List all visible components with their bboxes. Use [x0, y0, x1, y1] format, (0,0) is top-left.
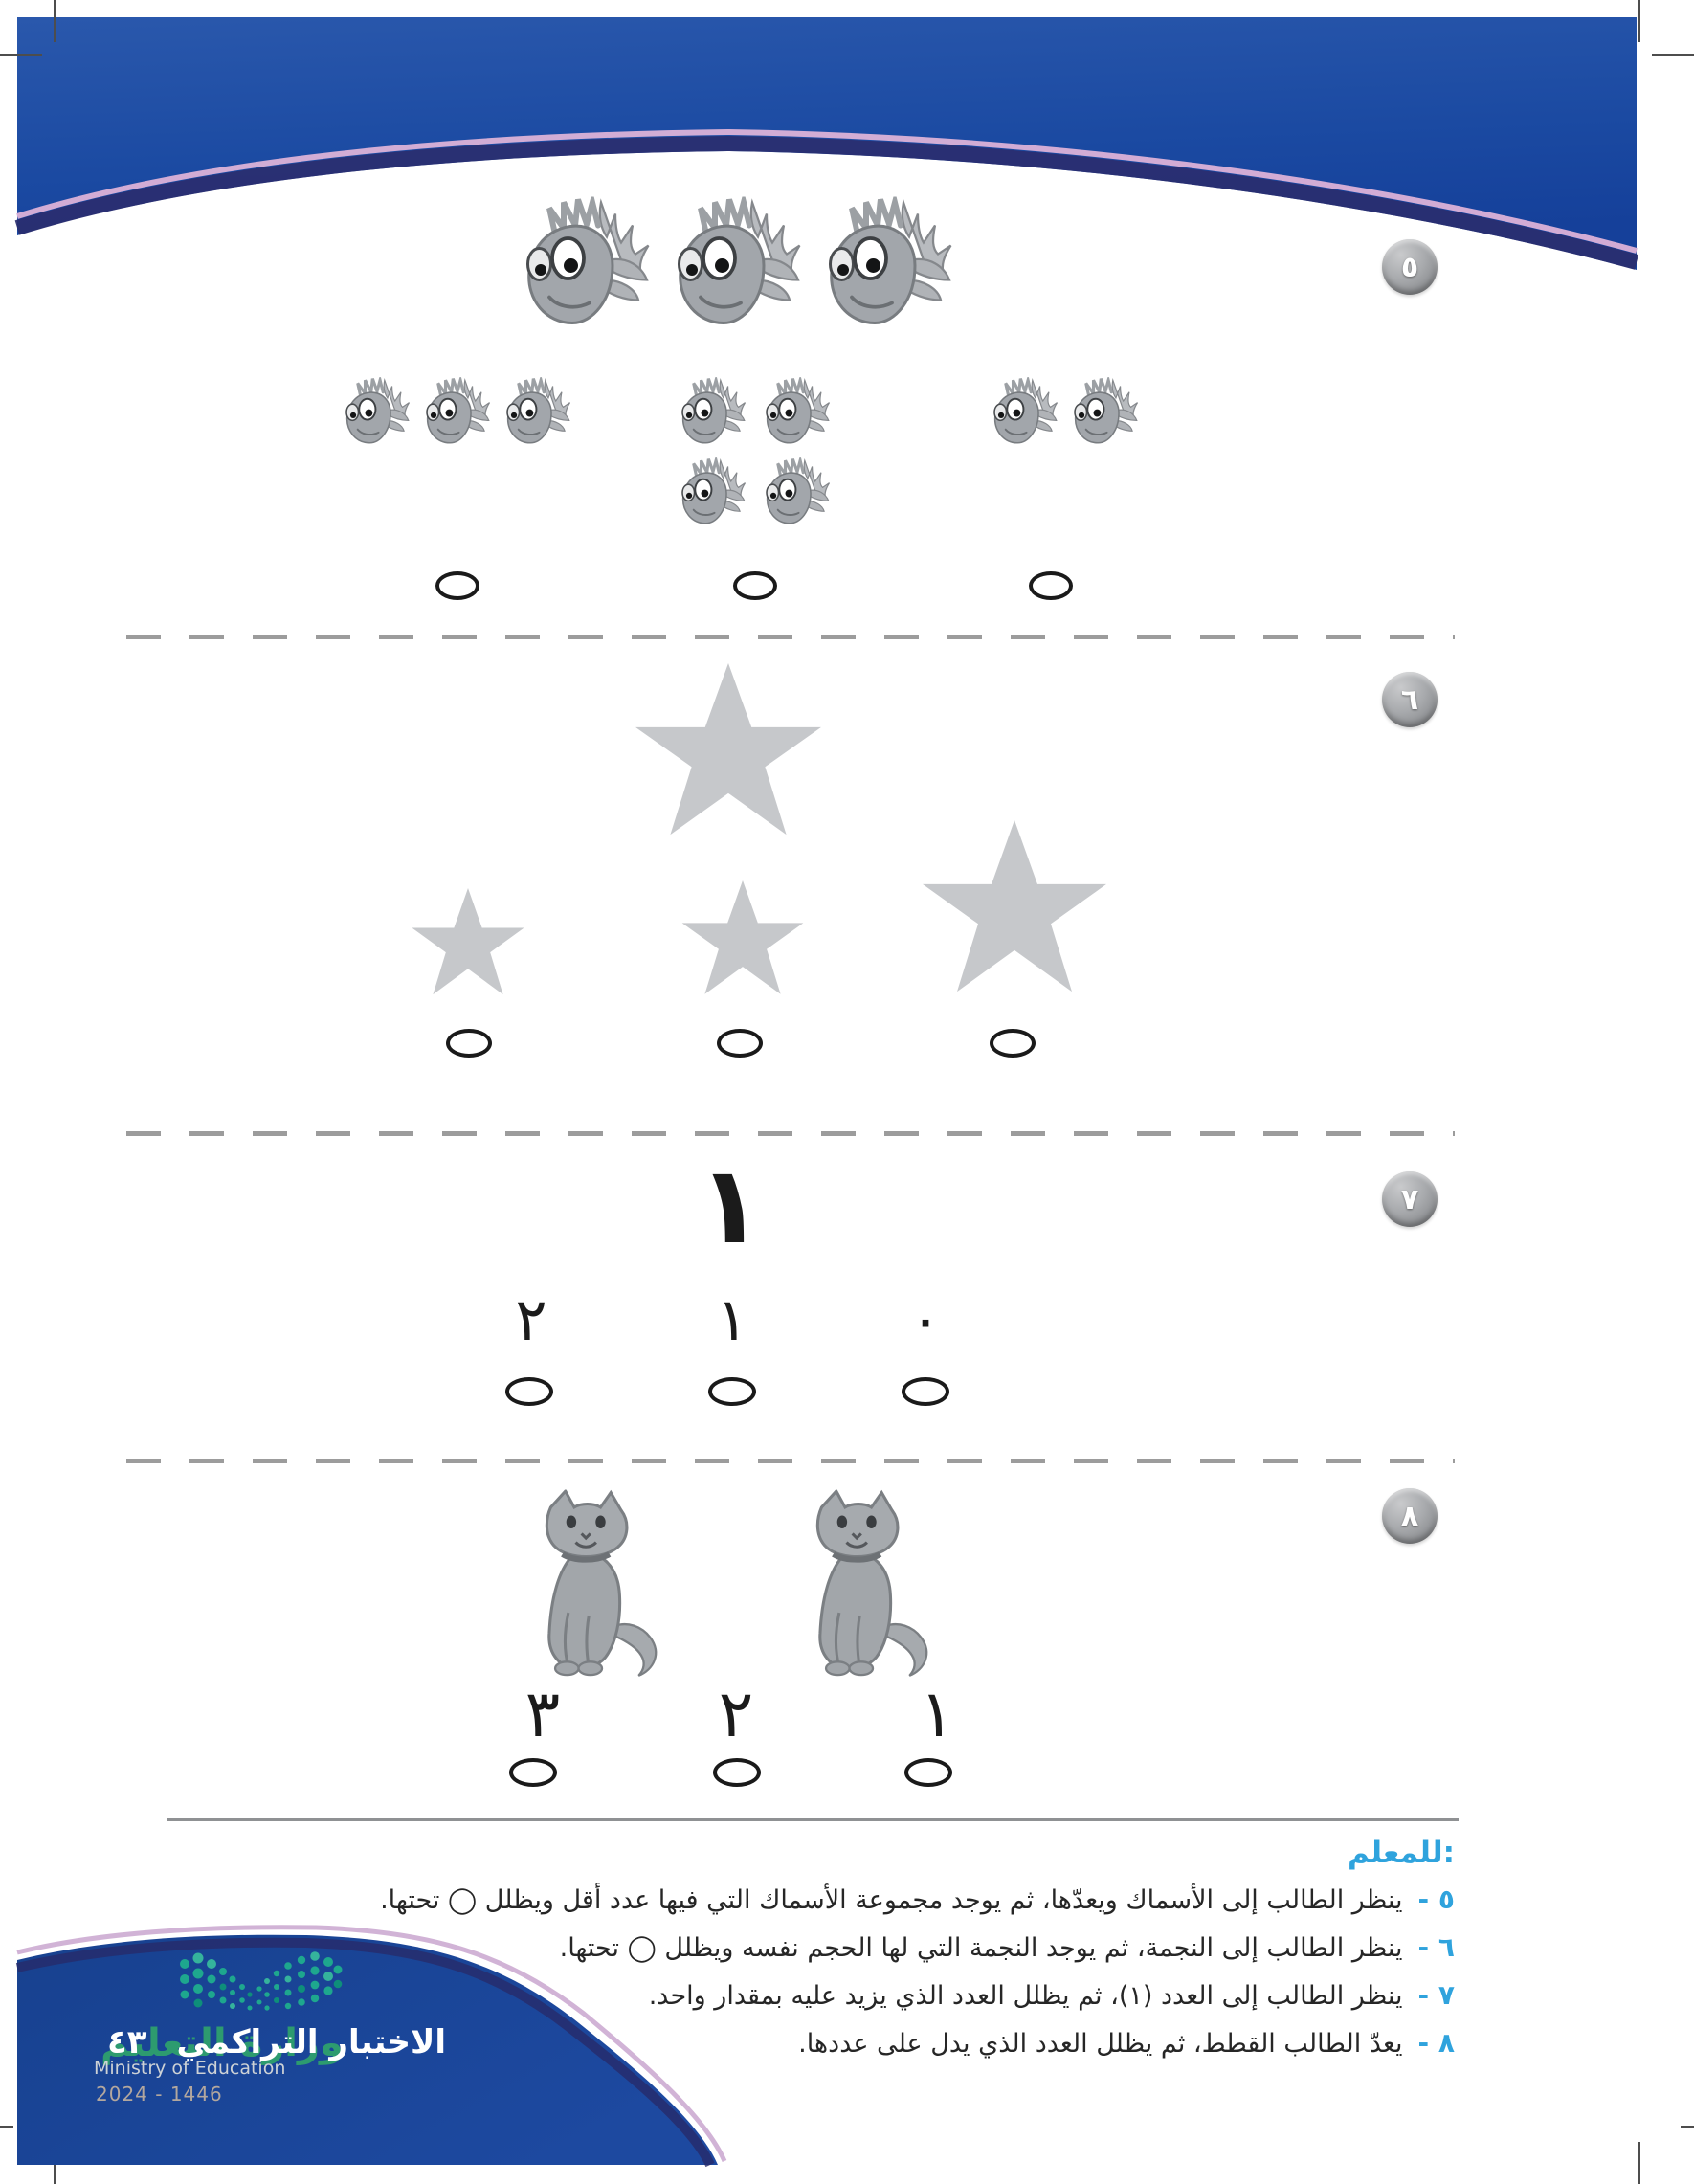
question-8-badge: ٨ — [1382, 1488, 1438, 1544]
question-5-badge: ٥ — [1382, 239, 1438, 295]
q7-answer-bubble-3[interactable] — [902, 1377, 949, 1406]
teacher-note-7-text: ينظر الطالب إلى العدد (١)، ثم يظلل العدد… — [648, 1981, 1403, 2011]
crop-mark — [1638, 0, 1640, 42]
teacher-note-6-number: ٦ - — [1417, 1931, 1455, 1963]
crop-mark — [1681, 2126, 1694, 2128]
fish-icon — [817, 194, 961, 331]
dashed-divider — [126, 1459, 1455, 1463]
q7-answer-bubble-1[interactable] — [505, 1377, 553, 1406]
q6-answer-bubble-1[interactable] — [446, 1029, 492, 1058]
teacher-note-6: ٦ - ينظر الطالب إلى النجمة، ثم يوجد النجم… — [380, 1924, 1455, 1972]
teacher-note-8-text: يعدّ الطالب القطط، ثم يظلل العدد الذي يد… — [798, 2029, 1403, 2059]
star-icon — [680, 880, 806, 999]
question-7-badge: ٧ — [1382, 1171, 1438, 1227]
fish-icon — [988, 376, 1062, 447]
teacher-note-5-text: ينظر الطالب إلى الأسماك ويعدّها، ثم يوجد… — [380, 1885, 1403, 1915]
fish-icon — [420, 376, 495, 447]
fish-icon — [760, 457, 835, 527]
q6-option-star-2 — [680, 880, 806, 999]
header-swoosh-decoration — [14, 17, 1639, 270]
teacher-notes-heading: للمعلم: — [1348, 1836, 1455, 1870]
q8-answer-bubble-1[interactable] — [509, 1758, 557, 1787]
crop-mark — [0, 54, 42, 56]
star-icon — [632, 663, 825, 842]
q7-prompt-number: ١ — [697, 1144, 764, 1268]
q8-option-number-1: ٣ — [524, 1677, 561, 1752]
q7-option-number-2: ١ — [716, 1284, 748, 1354]
fish-icon — [760, 376, 835, 447]
footer-swoosh-decoration — [15, 1925, 727, 2168]
q5-answer-bubble-2[interactable] — [733, 571, 777, 600]
ministry-arabic-wordmark: وزارة التعليم — [100, 2021, 344, 2065]
q8-answer-bubble-2[interactable] — [713, 1758, 761, 1787]
teacher-note-5: ٥ - ينظر الطالب إلى الأسماك ويعدّها، ثم ي… — [380, 1876, 1455, 1924]
exam-title: الاختبار التراكمي — [176, 2023, 446, 2061]
ministry-english-wordmark: Ministry of Education — [94, 2058, 286, 2079]
teacher-note-8-number: ٨ - — [1417, 2027, 1455, 2059]
cat-icon — [527, 1489, 674, 1681]
q5-option-group-2 — [676, 376, 840, 527]
q8-option-number-2: ٢ — [718, 1677, 754, 1752]
q5-option-group-1 — [340, 376, 575, 447]
cat-icon — [798, 1489, 945, 1681]
crop-mark — [1638, 2142, 1640, 2184]
dashed-divider — [126, 635, 1455, 639]
q6-option-star-1 — [410, 888, 526, 999]
crop-mark — [1652, 54, 1694, 56]
footer-rule — [167, 1818, 1459, 1821]
question-6-badge: ٦ — [1382, 672, 1438, 727]
dashed-divider — [126, 1131, 1455, 1136]
star-icon — [919, 820, 1110, 999]
star-icon — [410, 888, 526, 999]
ministry-of-education-logo-icon — [180, 1951, 343, 2011]
fish-icon — [340, 376, 414, 447]
q7-answer-bubble-2[interactable] — [708, 1377, 756, 1406]
teacher-note-6-text: ينظر الطالب إلى النجمة، ثم يوجد النجمة ا… — [559, 1933, 1403, 1963]
crop-mark — [54, 0, 56, 42]
q8-prompt-cats-group — [527, 1489, 945, 1681]
q5-option-group-3 — [988, 376, 1143, 447]
crop-mark — [0, 2126, 13, 2128]
q7-option-number-3: ٠ — [909, 1284, 942, 1354]
teacher-note-7-number: ٧ - — [1417, 1979, 1455, 2011]
page-number: ٤٣ — [107, 2023, 147, 2061]
q5-prompt-fish-group — [515, 194, 961, 331]
q6-option-star-3 — [919, 820, 1110, 999]
q7-option-number-1: ٢ — [515, 1284, 547, 1354]
q8-answer-bubble-3[interactable] — [904, 1758, 952, 1787]
fish-icon — [676, 376, 750, 447]
q6-prompt-star — [632, 663, 825, 842]
teacher-note-8: ٨ - يعدّ الطالب القطط، ثم يظلل العدد الذي… — [380, 2019, 1455, 2067]
edition-years: 2024 - 1446 — [96, 2083, 223, 2106]
q5-answer-bubble-3[interactable] — [1029, 571, 1073, 600]
fish-icon — [515, 194, 658, 331]
fish-icon — [1068, 376, 1143, 447]
q6-answer-bubble-2[interactable] — [717, 1029, 763, 1058]
q8-option-number-3: ١ — [919, 1677, 955, 1752]
fish-icon — [666, 194, 810, 331]
teacher-note-5-number: ٥ - — [1417, 1883, 1455, 1915]
teacher-notes-list: ٥ - ينظر الطالب إلى الأسماك ويعدّها، ثم ي… — [380, 1876, 1455, 2067]
q6-answer-bubble-3[interactable] — [990, 1029, 1036, 1058]
footer-title-line: الاختبار التراكمي ٤٣ — [107, 2023, 446, 2061]
q5-answer-bubble-1[interactable] — [435, 571, 479, 600]
teacher-note-7: ٧ - ينظر الطالب إلى العدد (١)، ثم يظلل ال… — [380, 1972, 1455, 2019]
fish-icon — [676, 457, 750, 527]
fish-icon — [501, 376, 575, 447]
